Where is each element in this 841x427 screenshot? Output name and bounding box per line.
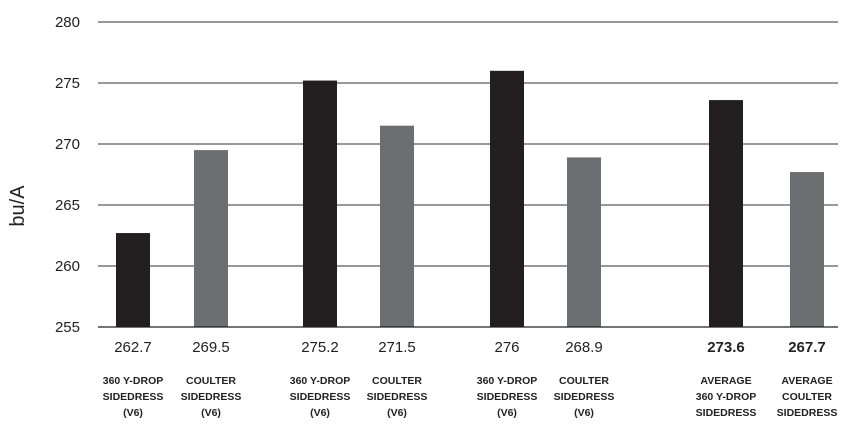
category-labels: 360 Y-DROP SIDEDRESS (V6) COULTER SIDEDRESS(… xyxy=(103,375,838,419)
category-label: COULTER SIDEDRESS (V6) xyxy=(554,375,615,419)
value-label: 269.5 xyxy=(192,339,230,356)
y-tick-label: 270 xyxy=(55,136,80,153)
category-label: 360 Y-DROP SIDEDRESS (V6) xyxy=(103,375,164,419)
bar-coulter xyxy=(567,157,601,327)
y-tick-label: 260 xyxy=(55,258,80,275)
y-tick-label: 255 xyxy=(55,319,80,336)
y-tick-label: 275 xyxy=(55,75,80,92)
y-axis-label: bu/A xyxy=(7,185,29,227)
y-tick-labels: 255 260 265 270 275 280 xyxy=(55,14,80,336)
value-labels: 262.7 269.5 275.2 271.5 276 268.9 273.6 267.7 xyxy=(114,339,826,356)
value-label: 267.7 xyxy=(788,339,826,356)
bar-360 xyxy=(709,100,743,327)
bar-360 xyxy=(490,70,524,328)
bars xyxy=(116,70,824,328)
value-label: 268.9 xyxy=(565,339,603,356)
bar-coulter xyxy=(790,172,824,327)
value-label: 273.6 xyxy=(707,339,745,356)
bar-360 xyxy=(116,233,150,327)
value-label: 276 xyxy=(494,339,519,356)
category-label: 360 Y-DROP SIDEDRESS (V6) xyxy=(290,375,351,419)
y-tick-label: 265 xyxy=(55,197,80,214)
bar-360 xyxy=(303,80,337,327)
bar-coulter xyxy=(194,150,228,327)
value-label: 262.7 xyxy=(114,339,152,356)
category-label: AVERAGE COULTER SIDEDRESS xyxy=(777,375,838,419)
category-label: COULTER SIDEDRESS (V6) xyxy=(181,375,242,419)
value-label: 271.5 xyxy=(378,339,416,356)
value-label: 275.2 xyxy=(301,339,339,356)
bar-coulter xyxy=(380,125,414,327)
y-tick-label: 280 xyxy=(55,14,80,31)
category-label: COULTER SIDEDRESS (V6) xyxy=(367,375,428,419)
category-label: AVERAGE 360 Y-DROP SIDEDRESS xyxy=(696,375,757,419)
category-label: 360 Y-DROP SIDEDRESS (V6) xyxy=(477,375,538,419)
